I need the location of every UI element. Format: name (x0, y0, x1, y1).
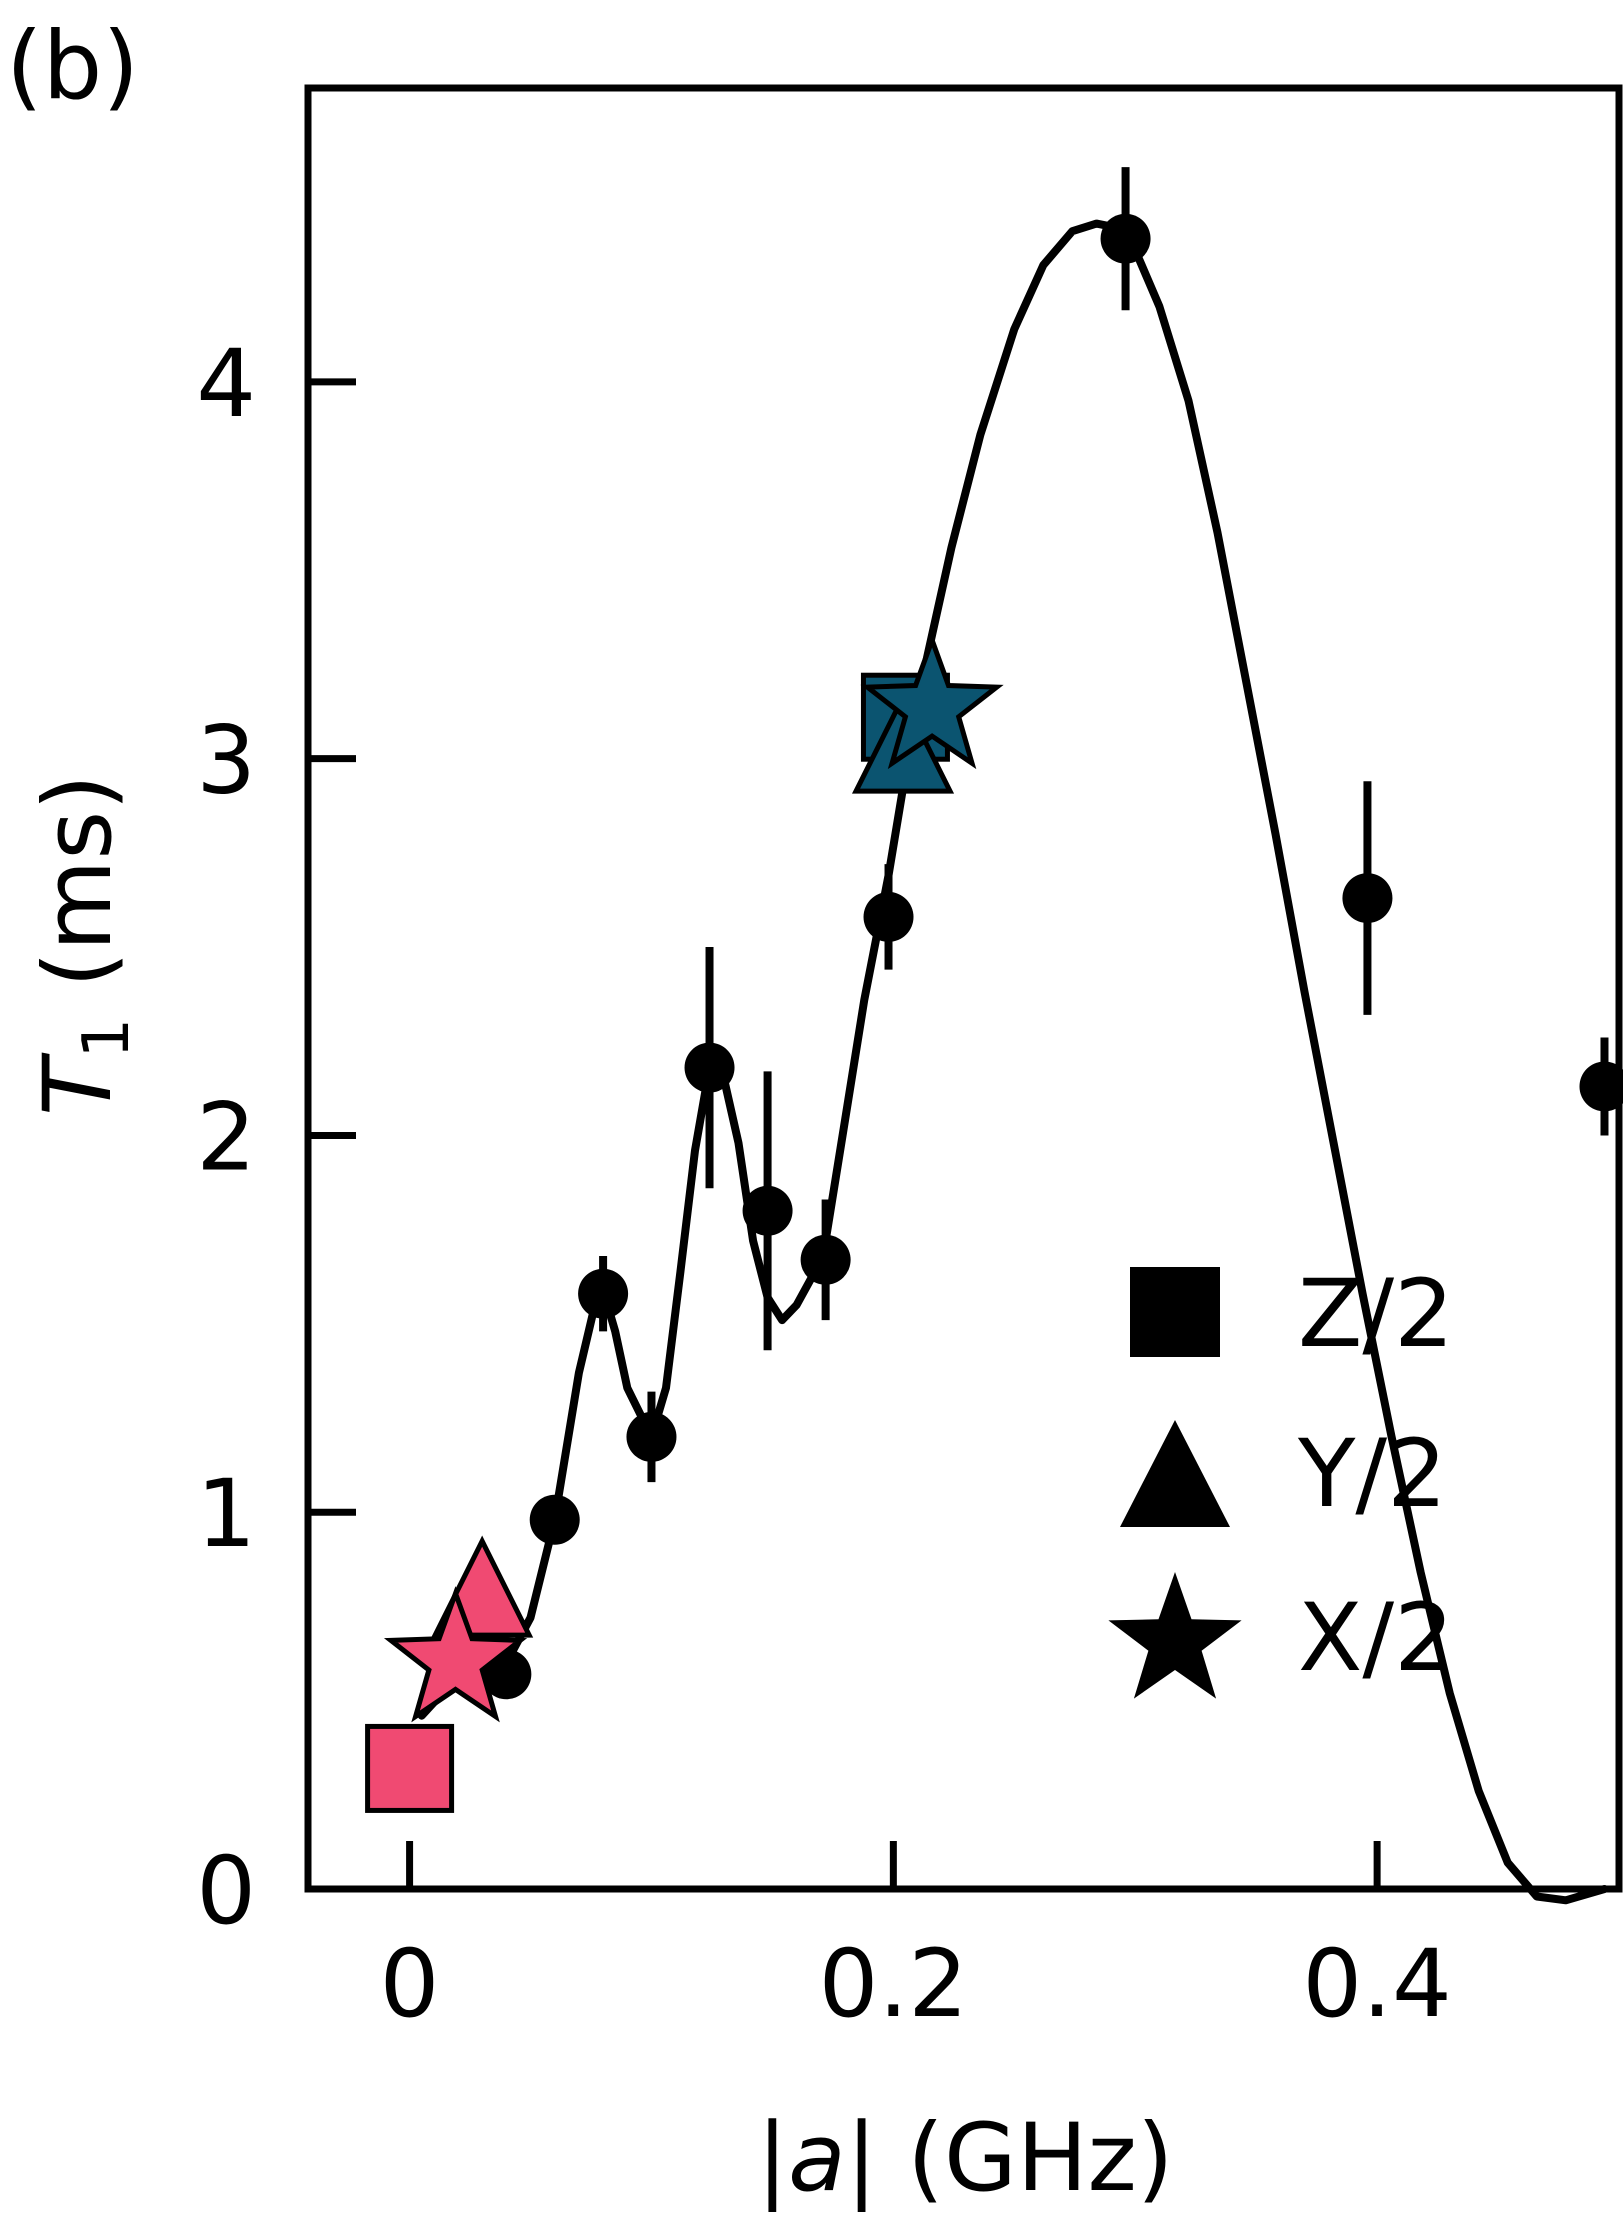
star-data-point (860, 632, 1004, 770)
circle-data-point (1342, 873, 1393, 924)
legend-label: Z/2 (1298, 1260, 1454, 1369)
legend-square-marker (1130, 1267, 1220, 1357)
x-axis-label-variable: a (788, 2104, 846, 2213)
y-tick-label: 3 (196, 707, 256, 816)
star-data-point (383, 1586, 528, 1723)
circle-data-point (578, 1268, 629, 1319)
circle-data-point (800, 1234, 851, 1285)
plot-area (304, 84, 1623, 1893)
y-tick-label: 1 (196, 1460, 256, 1569)
circle-data-point (863, 891, 914, 942)
circle-data-point (1579, 1061, 1623, 1112)
legend-triangle-marker (1120, 1420, 1230, 1527)
x-axis-label-bar-left: | (756, 2104, 788, 2213)
y-tick-label: 0 (196, 1837, 256, 1946)
y-axis-label-subscript: 1 (70, 1018, 144, 1059)
circle-data-point (1100, 213, 1151, 264)
y-axis-label-unit: (ms) (24, 774, 133, 1018)
y-tick-label: 2 (196, 1083, 256, 1192)
x-axis-label-unit: | (GHz) (846, 2104, 1174, 2213)
legend-label: X/2 (1298, 1584, 1454, 1693)
circle-data-point (684, 1042, 735, 1093)
circle-data-point (742, 1185, 793, 1236)
legend: Z/2 Y/2 X/2 (1108, 1260, 1454, 1699)
y-axis-label-symbol: T (24, 1052, 133, 1116)
axis-ticks-layer: 0 0.2 0.4 0 1 2 3 4 (196, 330, 1452, 2039)
y-axis-label: T1 (ms) (24, 774, 144, 1116)
y-tick-label: 4 (196, 330, 256, 439)
x-tick-label: 0 (380, 1930, 440, 2039)
legend-label: Y/2 (1297, 1420, 1447, 1529)
x-axis-label: |a| (GHz) (756, 2104, 1173, 2213)
plot-frame (304, 84, 1623, 1893)
data-points-layer (365, 167, 1623, 1813)
square-data-point (365, 1723, 455, 1813)
circle-data-point (626, 1411, 677, 1462)
x-tick-label: 0.4 (1302, 1930, 1452, 2039)
x-tick-label: 0.2 (819, 1930, 969, 2039)
panel-label: (b) (6, 12, 139, 121)
circle-data-point (529, 1494, 580, 1545)
legend-star-marker (1108, 1572, 1242, 1699)
